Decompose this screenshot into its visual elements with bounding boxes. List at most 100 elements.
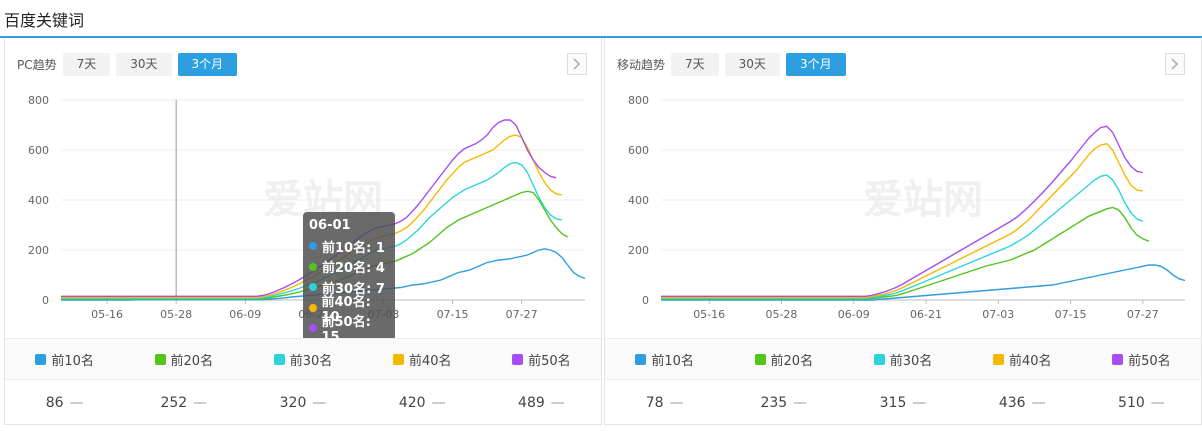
- legend-label: 前30名: [889, 353, 933, 369]
- tooltip-row: 前10名: 1: [309, 236, 389, 257]
- trend-flat-icon: —: [669, 395, 684, 411]
- trend-flat-icon: —: [1031, 395, 1046, 411]
- legend-label: 前50名: [1128, 353, 1171, 369]
- trend-flat-icon: —: [793, 395, 808, 411]
- legend-swatch: [273, 353, 285, 365]
- legend-swatch: [1112, 353, 1124, 365]
- legend-item-top20[interactable]: 前20名: [724, 339, 843, 379]
- pc-next-button[interactable]: [567, 53, 587, 75]
- y-tick-label: 400: [28, 194, 49, 207]
- legend-label: 前50名: [528, 353, 571, 369]
- mobile-legend: 前10名 前20名 前30名 前40名 前50名: [605, 338, 1201, 380]
- legend-item-top10[interactable]: 前10名: [5, 339, 124, 379]
- pc-trend-panel: PC趋势 7天 30天 3个月 爱站网 0 200 400 600 800 05-16 05-…: [4, 38, 602, 425]
- series-dot: [309, 324, 317, 333]
- tooltip-row-text: 前20名: 4: [322, 261, 385, 277]
- mobile-next-button[interactable]: [1165, 53, 1185, 75]
- value-top10: 78 —: [605, 381, 724, 425]
- pc-chart-tooltip: 06-01 前10名: 1 前20名: 4 前30名: 7 前40名: 10 前…: [303, 212, 395, 348]
- x-tick-label: 06-21: [910, 308, 942, 321]
- x-tick-label: 05-28: [160, 308, 192, 321]
- legend-label: 前20名: [170, 353, 214, 369]
- title-divider: [0, 36, 1202, 38]
- chevron-right-icon: [1171, 58, 1179, 70]
- legend-label: 前40名: [1008, 353, 1052, 369]
- legend-swatch: [512, 353, 524, 365]
- mobile-controls: 移动趋势 7天 30天 3个月: [617, 52, 852, 76]
- tooltip-row: 前50名: 15: [309, 315, 389, 345]
- series-line-3: [661, 174, 1144, 300]
- trend-flat-icon: —: [193, 395, 208, 411]
- legend-label: 前20名: [770, 353, 814, 369]
- series-line-4: [661, 143, 1143, 299]
- y-tick-label: 400: [628, 194, 649, 207]
- value-top20: 235 —: [724, 381, 843, 425]
- trend-flat-icon: —: [912, 395, 927, 411]
- legend-label: 前30名: [289, 353, 333, 369]
- legend-item-top50[interactable]: 前50名: [482, 339, 601, 379]
- legend-item-top30[interactable]: 前30名: [243, 339, 362, 379]
- legend-item-top40[interactable]: 前40名: [363, 339, 482, 379]
- value-top40: 420 —: [363, 381, 482, 425]
- legend-swatch: [392, 353, 404, 365]
- legend-label: 前10名: [51, 353, 94, 369]
- trend-flat-icon: —: [431, 395, 446, 411]
- mobile-tab-7d[interactable]: 7天: [671, 52, 719, 76]
- legend-swatch: [754, 353, 766, 365]
- mobile-tab-3m[interactable]: 3个月: [785, 52, 846, 76]
- x-tick-label: 06-09: [838, 308, 870, 321]
- series-line-1: [661, 264, 1186, 301]
- legend-swatch: [154, 353, 166, 365]
- pc-tab-3m[interactable]: 3个月: [177, 52, 238, 76]
- legend-item-top10[interactable]: 前10名: [605, 339, 724, 379]
- value-top10: 86 —: [5, 381, 124, 425]
- tooltip-row-text: 前40名: 10: [321, 294, 371, 325]
- value-top30: 315 —: [843, 381, 962, 425]
- legend-item-top20[interactable]: 前20名: [124, 339, 243, 379]
- y-tick-label: 800: [28, 94, 49, 107]
- value-number: 510: [1118, 395, 1145, 411]
- series-dot: [309, 283, 317, 292]
- tooltip-date: 06-01: [309, 218, 351, 233]
- legend-item-top50[interactable]: 前50名: [1082, 339, 1201, 379]
- pc-tab-7d[interactable]: 7天: [62, 52, 111, 76]
- mobile-trend-panel: 移动趋势 7天 30天 3个月 爱站网 0 200 400 600 800 05-16 05-…: [604, 38, 1202, 425]
- chevron-right-icon: [573, 58, 581, 70]
- mobile-tab-30d[interactable]: 30天: [724, 52, 780, 76]
- value-number: 78: [645, 395, 664, 411]
- x-tick-label: 05-16: [91, 308, 123, 321]
- pc-legend: 前10名 前20名 前30名 前40名 前50名: [5, 338, 601, 380]
- tooltip-row: 前20名: 4: [309, 257, 389, 278]
- legend-swatch: [873, 353, 885, 365]
- y-tick-label: 600: [628, 144, 649, 157]
- y-tick-label: 200: [628, 244, 649, 257]
- tooltip-row-text: 前10名: 1: [322, 240, 385, 256]
- pc-controls: PC趋势 7天 30天 3个月: [17, 52, 243, 76]
- legend-swatch: [992, 353, 1004, 365]
- legend-label: 前40名: [408, 353, 452, 369]
- page-title: 百度关键词: [4, 11, 85, 30]
- y-tick-label: 200: [28, 244, 49, 257]
- value-number: 252: [160, 395, 188, 411]
- x-tick-label: 07-03: [982, 308, 1014, 321]
- pc-tab-30d[interactable]: 30天: [116, 52, 172, 76]
- legend-item-top40[interactable]: 前40名: [963, 339, 1082, 379]
- legend-label: 前10名: [651, 353, 694, 369]
- x-tick-label: 07-15: [437, 308, 469, 321]
- value-number: 235: [760, 395, 788, 411]
- value-number: 436: [998, 395, 1026, 411]
- tooltip-row-text: 前30名: 7: [322, 281, 385, 297]
- series-dot: [309, 303, 317, 312]
- value-number: 489: [518, 395, 545, 411]
- value-number: 320: [279, 395, 307, 411]
- legend-item-top30[interactable]: 前30名: [843, 339, 962, 379]
- legend-swatch: [635, 353, 647, 365]
- tooltip-row: 前30名: 7: [309, 277, 389, 298]
- value-number: 315: [879, 395, 907, 411]
- y-tick-label: 0: [42, 294, 49, 307]
- trend-flat-icon: —: [1150, 395, 1165, 411]
- x-tick-label: 05-28: [765, 308, 797, 321]
- trend-flat-icon: —: [550, 395, 565, 411]
- y-tick-label: 800: [628, 94, 649, 107]
